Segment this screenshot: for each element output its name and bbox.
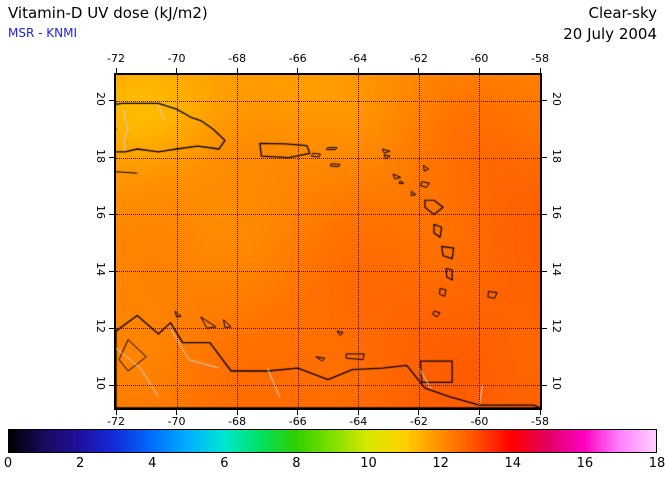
axis-tick-mark <box>297 68 299 73</box>
grid-line-vertical <box>176 75 178 408</box>
axis-tick-mark <box>109 213 114 215</box>
colorbar <box>8 429 657 453</box>
axis-tick-mark <box>418 68 420 73</box>
colorbar-tick-label: 16 <box>576 456 594 471</box>
y-axis-tick-label: 20 <box>550 91 563 106</box>
grid-line-vertical <box>237 75 239 408</box>
axis-tick-mark <box>357 410 359 415</box>
axis-tick-mark <box>236 410 238 415</box>
axis-tick-mark <box>539 68 541 73</box>
axis-tick-mark <box>115 410 117 415</box>
colorbar-tick-label: 8 <box>292 456 301 471</box>
x-axis-tick-label: -66 <box>288 415 307 428</box>
axis-tick-mark <box>542 327 547 329</box>
chart-title: Vitamin-D UV dose (kJ/m2) <box>8 4 208 22</box>
colorbar-gradient <box>9 430 656 452</box>
y-axis-tick-label: 14 <box>550 262 563 277</box>
colorbar-tick-label: 14 <box>504 456 522 471</box>
x-axis-tick-label: -72 <box>107 52 125 65</box>
colorbar-tick-label: 18 <box>648 456 665 471</box>
chart-condition-label: Clear-sky <box>588 4 657 22</box>
axis-tick-mark <box>542 270 547 272</box>
x-axis-tick-label: -58 <box>531 52 549 65</box>
axis-tick-mark <box>539 410 541 415</box>
grid-line-horizontal <box>116 157 540 159</box>
colorbar-tick-label: 6 <box>220 456 229 471</box>
axis-tick-mark <box>478 68 480 73</box>
y-axis-tick-label: 18 <box>94 148 107 163</box>
grid-line-horizontal <box>116 385 540 387</box>
axis-tick-mark <box>115 68 117 73</box>
grid-line-horizontal <box>116 271 540 273</box>
y-axis-tick-label: 14 <box>94 262 107 277</box>
y-axis-tick-label: 10 <box>550 376 563 391</box>
grid-line-horizontal <box>116 214 540 216</box>
x-axis-tick-label: -60 <box>470 415 489 428</box>
y-axis-tick-label: 16 <box>550 205 563 220</box>
uv-dose-heatmap <box>116 75 540 408</box>
x-axis-tick-label: -62 <box>409 415 428 428</box>
colorbar-tick-label: 4 <box>148 456 157 471</box>
axis-tick-mark <box>176 68 178 73</box>
x-axis-tick-label: -68 <box>228 415 247 428</box>
axis-tick-mark <box>109 384 114 386</box>
axis-tick-mark <box>176 410 178 415</box>
grid-line-vertical <box>358 75 360 408</box>
y-axis-tick-label: 16 <box>94 205 107 220</box>
axis-tick-mark <box>542 100 547 102</box>
axis-tick-mark <box>297 410 299 415</box>
colorbar-tick-label: 2 <box>75 456 85 471</box>
colorbar-tick-label: 0 <box>3 456 13 471</box>
x-axis-tick-label: -58 <box>531 415 549 428</box>
x-axis-tick-label: -66 <box>288 52 307 65</box>
map-plot-area <box>114 73 542 410</box>
y-axis-tick-label: 12 <box>94 319 107 334</box>
x-axis-tick-label: -70 <box>167 415 186 428</box>
grid-line-horizontal <box>116 100 540 102</box>
axis-tick-mark <box>542 157 547 159</box>
y-axis-tick-label: 12 <box>550 319 563 334</box>
axis-tick-mark <box>109 327 114 329</box>
x-axis-tick-label: -70 <box>167 52 186 65</box>
axis-tick-mark <box>236 68 238 73</box>
chart-date-label: 20 July 2004 <box>563 25 657 43</box>
y-axis-tick-label: 10 <box>94 376 107 391</box>
axis-tick-mark <box>357 68 359 73</box>
axis-tick-mark <box>478 410 480 415</box>
colorbar-tick-label: 10 <box>360 456 377 471</box>
axis-tick-mark <box>109 270 114 272</box>
axis-tick-mark <box>542 384 547 386</box>
y-axis-tick-label: 20 <box>94 91 107 106</box>
axis-tick-mark <box>109 100 114 102</box>
grid-line-vertical <box>479 75 481 408</box>
grid-line-vertical <box>418 75 420 408</box>
grid-line-horizontal <box>116 328 540 330</box>
x-axis-tick-label: -64 <box>349 52 368 65</box>
grid-line-vertical <box>297 75 299 408</box>
x-axis-tick-label: -64 <box>349 415 368 428</box>
x-axis-tick-label: -72 <box>107 415 125 428</box>
x-axis-tick-label: -62 <box>409 52 428 65</box>
axis-tick-mark <box>418 410 420 415</box>
colorbar-tick-label: 12 <box>432 456 449 471</box>
axis-tick-mark <box>109 157 114 159</box>
x-axis-tick-label: -60 <box>470 52 489 65</box>
axis-tick-mark <box>542 213 547 215</box>
y-axis-tick-label: 18 <box>550 148 563 163</box>
chart-source-label: MSR - KNMI <box>8 26 78 40</box>
x-axis-tick-label: -68 <box>228 52 247 65</box>
